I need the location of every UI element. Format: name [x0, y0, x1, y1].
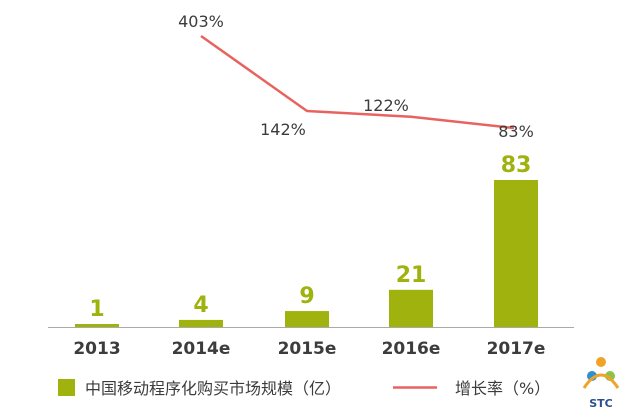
- bar-value-label: 1: [89, 297, 104, 322]
- bar-value-labels: 1 4 9 21 83: [89, 153, 531, 322]
- bar-value-label: 21: [396, 263, 427, 288]
- growth-rate-label: 83%: [498, 122, 534, 141]
- legend-bar-label: 中国移动程序化购买市场规模（亿）: [85, 379, 341, 398]
- bar-2014e: [179, 319, 223, 327]
- x-tick-label: 2017e: [487, 339, 546, 359]
- legend: 中国移动程序化购买市场规模（亿） 增长率（%）: [58, 379, 550, 398]
- x-tick-label: 2015e: [278, 339, 337, 359]
- growth-rate-labels: 403% 142% 122% 83%: [178, 12, 534, 141]
- bar-2017e: [494, 180, 538, 327]
- stc-logo-icon: [582, 357, 620, 389]
- legend-line-label: 增长率（%）: [455, 379, 550, 398]
- bar-value-label: 83: [501, 153, 532, 178]
- growth-rate-label: 122%: [363, 96, 409, 115]
- growth-rate-line: [200, 34, 515, 130]
- bar-2016e: [389, 289, 433, 327]
- growth-rate-label: 142%: [260, 120, 306, 139]
- x-tick-label: 2014e: [172, 339, 231, 359]
- bar-value-label: 9: [299, 284, 314, 309]
- bar-2015e: [285, 311, 329, 327]
- stc-logo: STC: [582, 357, 620, 410]
- legend-bar-swatch: [58, 379, 75, 396]
- bar-2013: [75, 324, 119, 327]
- bar-series: [75, 180, 538, 327]
- x-axis-ticks: 2013 2014e 2015e 2016e 2017e: [73, 339, 545, 359]
- x-tick-label: 2013: [73, 339, 120, 359]
- x-tick-label: 2016e: [382, 339, 441, 359]
- bar-value-label: 4: [193, 293, 208, 318]
- stc-logo-text: STC: [589, 397, 613, 410]
- growth-rate-label: 403%: [178, 12, 224, 31]
